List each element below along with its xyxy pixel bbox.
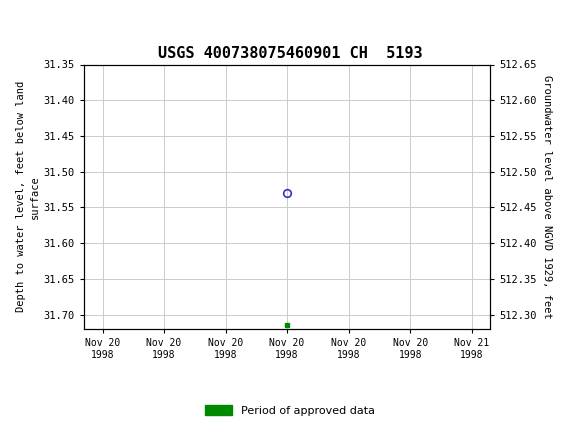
Text: USGS: USGS [49,11,104,29]
Y-axis label: Depth to water level, feet below land
surface: Depth to water level, feet below land su… [16,81,39,312]
Text: USGS 400738075460901 CH  5193: USGS 400738075460901 CH 5193 [158,46,422,61]
Y-axis label: Groundwater level above NGVD 1929, feet: Groundwater level above NGVD 1929, feet [542,75,552,319]
Legend: Period of approved data: Period of approved data [200,400,380,420]
